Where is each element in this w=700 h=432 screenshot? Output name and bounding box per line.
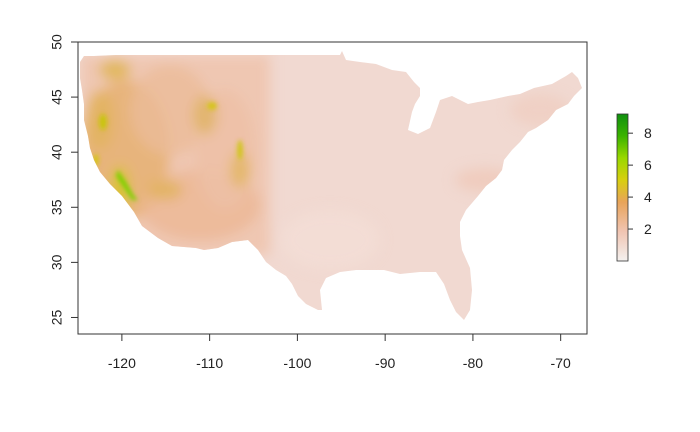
map-raster: [80, 51, 582, 320]
y-tick-label: 30: [49, 254, 65, 270]
x-tick-label: -90: [375, 355, 395, 371]
x-axis: -120 -110 -100 -90 -80 -70: [108, 334, 571, 371]
legend-tick-label: 2: [644, 221, 652, 237]
plot-frame: [77, 41, 588, 335]
x-tick-label: -120: [108, 355, 136, 371]
y-tick-label: 25: [49, 309, 65, 325]
legend-color-bar: [616, 113, 629, 262]
legend-tick-label: 4: [644, 189, 652, 205]
y-tick-label: 45: [49, 89, 65, 105]
x-tick-label: -80: [463, 355, 483, 371]
legend-tick-label: 6: [644, 157, 652, 173]
y-axis: 25 30 35 40 45 50: [49, 34, 78, 325]
y-tick-label: 50: [49, 34, 65, 50]
x-tick-label: -70: [551, 355, 571, 371]
y-tick-label: 40: [49, 144, 65, 160]
color-legend: 2 4 6 8: [616, 113, 652, 262]
x-tick-label: -100: [283, 355, 311, 371]
x-tick-label: -110: [196, 355, 223, 371]
y-tick-label: 35: [49, 199, 65, 215]
legend-tick-label: 8: [644, 125, 652, 141]
